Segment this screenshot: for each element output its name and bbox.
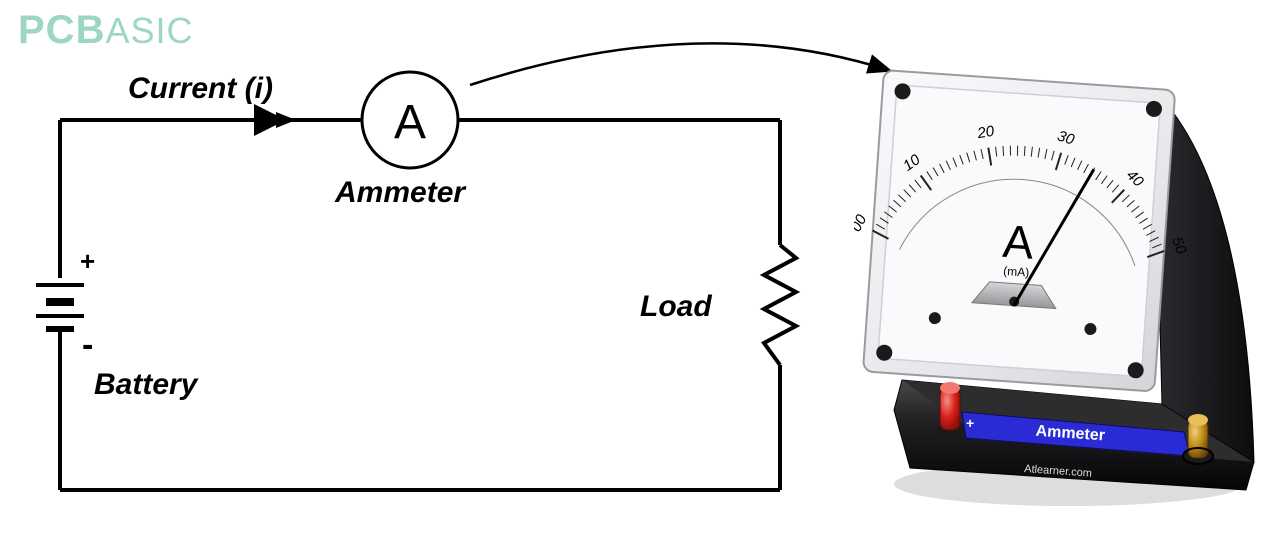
- ammeter-symbol-letter: A: [394, 96, 426, 149]
- battery-plate-long2: [36, 314, 84, 318]
- callout-arrow: [470, 43, 888, 85]
- battery-plate-short2: [46, 326, 74, 332]
- diagram-stage: PCBASIC Current (i) Ammeter Load Battery: [0, 0, 1280, 554]
- battery-plate-short1: [46, 298, 74, 306]
- meter-unit-small: (mA): [1003, 264, 1030, 280]
- scale-tick-label: 00: [854, 211, 871, 234]
- load-resistor: [764, 245, 796, 365]
- battery-plus: +: [80, 246, 95, 276]
- battery-plate-long1: [36, 283, 84, 287]
- meter-unit-big: A: [1001, 215, 1036, 269]
- current-arrow-icon: [276, 112, 296, 128]
- scale-tick-label: 20: [975, 123, 996, 143]
- analog-meter: 001020304050 A (mA) Ammeter +: [854, 52, 1274, 512]
- plate-plus: +: [966, 415, 974, 431]
- battery-minus: -: [82, 326, 93, 364]
